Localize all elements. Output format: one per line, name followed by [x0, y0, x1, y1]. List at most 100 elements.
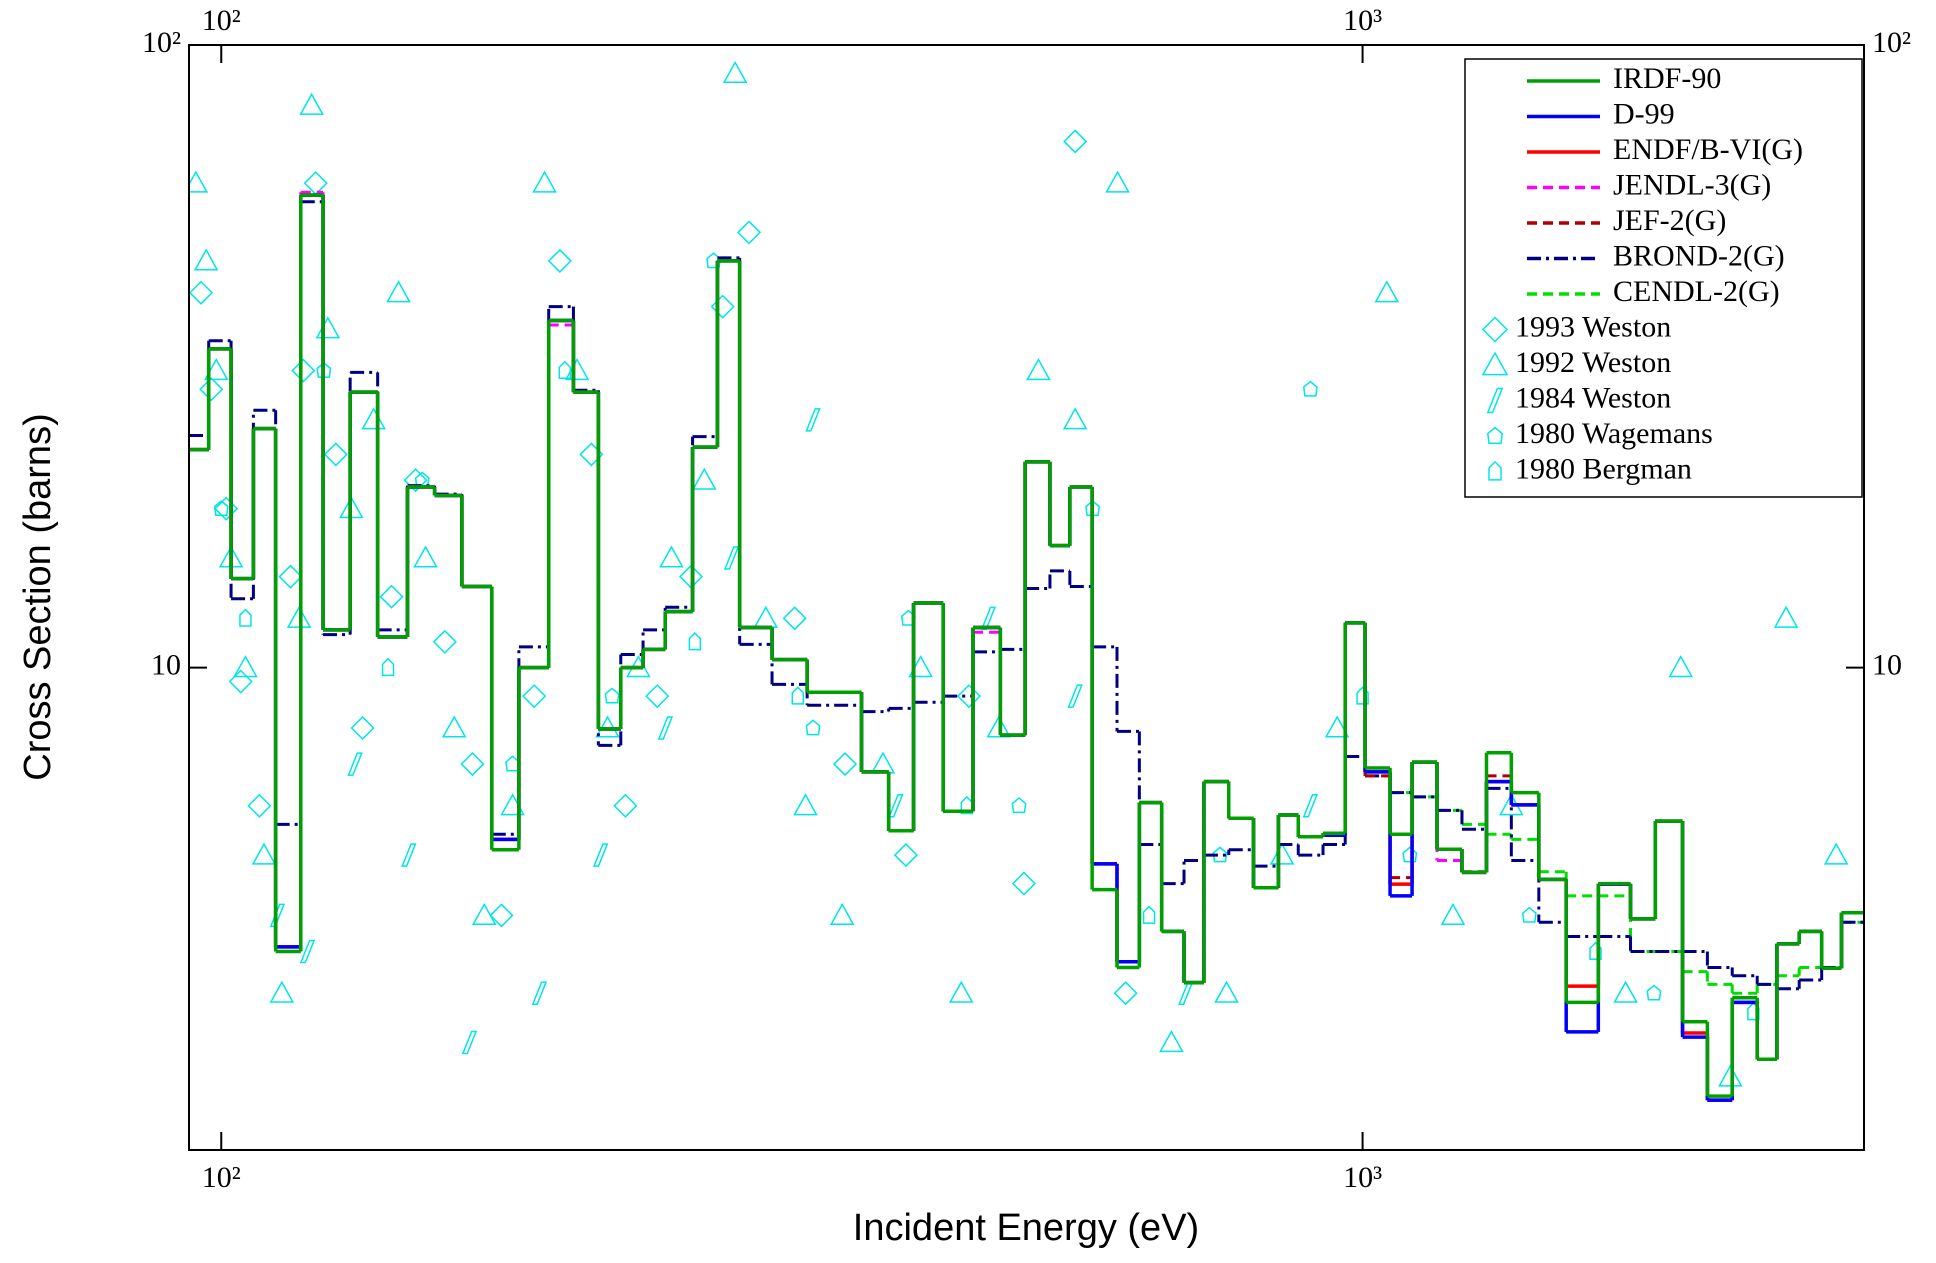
- data-point: [893, 843, 918, 868]
- data-point: [558, 360, 572, 380]
- data-point: [347, 752, 363, 776]
- data-point: [251, 842, 277, 865]
- data-point: [471, 902, 497, 925]
- data-point: [1105, 170, 1130, 193]
- data-point: [1668, 655, 1694, 678]
- y-tick-label: 10: [151, 649, 181, 682]
- data-point: [657, 716, 674, 740]
- x-tick-label-top: 10²: [202, 4, 241, 37]
- data-point: [299, 939, 316, 964]
- plot-frame: [188, 44, 1865, 1151]
- data-point: [531, 981, 548, 1005]
- data-point: [1613, 980, 1638, 1003]
- data-point: [1178, 981, 1194, 1005]
- legend-marker: [1486, 387, 1504, 414]
- y-tick-label-right: 10²: [1872, 26, 1911, 59]
- data-point: [723, 546, 740, 570]
- data-point: [645, 684, 670, 709]
- legend-label: IRDF-90: [1613, 62, 1721, 95]
- data-point: [1063, 129, 1088, 154]
- data-point: [214, 496, 239, 521]
- data-point: [782, 606, 807, 631]
- legend-label: CENDL-2(G): [1613, 275, 1780, 308]
- data-point: [722, 60, 748, 84]
- data-point: [278, 564, 303, 589]
- data-point: [189, 170, 209, 193]
- data-point: [613, 793, 638, 818]
- data-point: [1302, 380, 1318, 397]
- legend-label: D-99: [1613, 97, 1675, 130]
- y-tick-label-right: 10: [1872, 649, 1902, 682]
- data-point: [193, 248, 219, 271]
- x-tick-label-top: 10³: [1343, 4, 1382, 37]
- data-point: [753, 605, 779, 628]
- data-point: [1440, 902, 1466, 925]
- data-point: [401, 843, 417, 867]
- y-tick-label: 10²: [142, 26, 181, 59]
- legend-marker: [1488, 460, 1502, 481]
- data-point: [688, 632, 702, 651]
- data-point: [710, 294, 735, 319]
- data-point: [1589, 941, 1602, 960]
- data-point: [299, 92, 324, 115]
- data-point: [1302, 794, 1319, 818]
- data-point: [228, 669, 253, 694]
- data-point: [1718, 1064, 1743, 1087]
- legend-label: 1980 Wagemans: [1515, 417, 1713, 450]
- data-point: [413, 545, 438, 568]
- data-point: [403, 468, 428, 493]
- data-point: [522, 684, 547, 709]
- legend-label: BROND-2(G): [1613, 239, 1785, 272]
- data-point: [213, 500, 229, 517]
- data-point: [870, 751, 896, 774]
- data-point: [980, 606, 997, 631]
- data-point: [1356, 686, 1369, 705]
- data-point: [247, 793, 272, 818]
- data-point: [350, 715, 375, 741]
- data-point: [1113, 981, 1138, 1006]
- data-point: [564, 358, 590, 381]
- data-point: [1823, 842, 1849, 865]
- data-point: [203, 358, 229, 381]
- data-point: [1402, 846, 1418, 863]
- legend-label: 1993 Weston: [1515, 310, 1671, 343]
- data-point: [432, 629, 457, 654]
- legend-label: 1992 Weston: [1515, 346, 1671, 379]
- data-point: [361, 407, 386, 430]
- data-point: [291, 358, 316, 383]
- data-point: [659, 545, 684, 568]
- legend-label: 1984 Weston: [1515, 381, 1671, 414]
- data-point: [1214, 980, 1239, 1003]
- data-point: [269, 903, 286, 928]
- data-point: [1011, 871, 1037, 896]
- data-point: [986, 715, 1012, 738]
- data-point: [239, 608, 252, 627]
- data-point: [793, 793, 818, 816]
- data-point: [1067, 684, 1083, 708]
- data-point: [1062, 407, 1088, 430]
- data-point: [956, 684, 982, 709]
- legend-box: [1464, 58, 1863, 498]
- data-point: [791, 686, 805, 705]
- data-point: [233, 655, 258, 678]
- data-point: [832, 752, 858, 777]
- data-point: [805, 719, 821, 736]
- data-point: [315, 316, 341, 339]
- data-point: [595, 715, 620, 738]
- data-point: [1773, 605, 1799, 628]
- data-point: [460, 752, 485, 777]
- data-point: [604, 687, 620, 704]
- data-point: [1212, 846, 1228, 863]
- data-point: [199, 377, 224, 402]
- data-point: [532, 170, 557, 193]
- data-point: [1011, 797, 1027, 814]
- data-point: [1374, 280, 1400, 303]
- x-axis-label: Incident Energy (eV): [853, 1207, 1199, 1249]
- data-point: [441, 715, 467, 738]
- data-point: [489, 903, 514, 928]
- data-point: [1646, 984, 1662, 1001]
- data-point: [381, 657, 395, 677]
- data-point: [379, 584, 404, 609]
